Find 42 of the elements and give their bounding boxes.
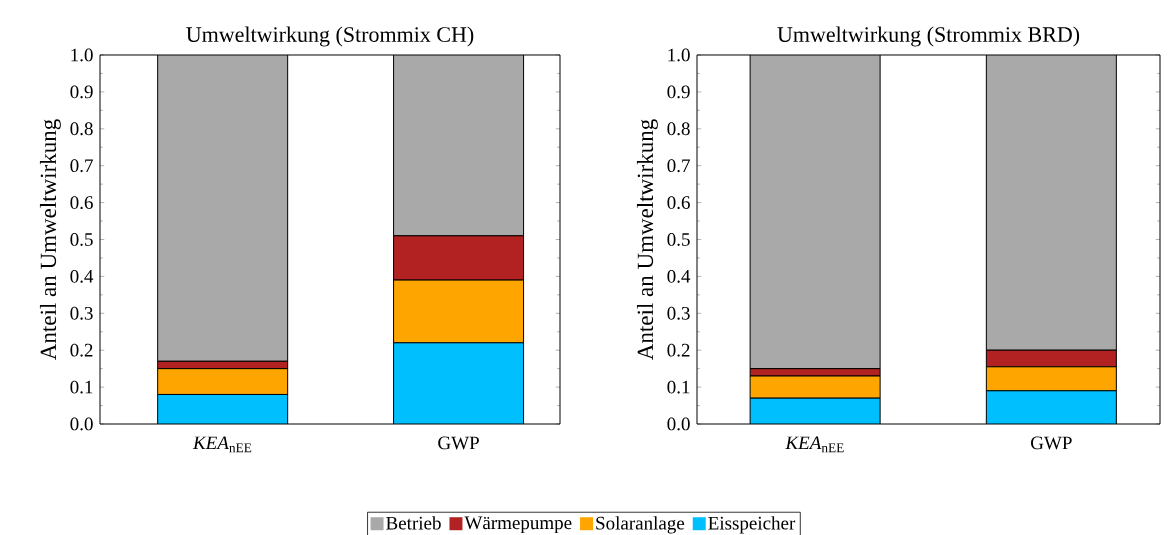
bar bbox=[985, 55, 1117, 351]
bar bbox=[157, 55, 289, 362]
y-tick-label: 0.0 bbox=[70, 417, 93, 431]
legend-label: Wärmepumpe bbox=[464, 516, 572, 534]
bar bbox=[749, 397, 881, 424]
legend-label: Eisspeicher bbox=[708, 516, 796, 534]
y-tick-label: 0.8 bbox=[70, 122, 93, 136]
y-tick-label: 0.9 bbox=[70, 85, 93, 99]
bar bbox=[749, 55, 881, 370]
y-tick-label: 0.9 bbox=[667, 85, 690, 99]
y-tick-label: 0.5 bbox=[70, 233, 93, 246]
bar bbox=[985, 390, 1117, 424]
y-tick-label: 0.3 bbox=[667, 306, 690, 320]
bar bbox=[157, 393, 289, 424]
y-tick-label: 0.3 bbox=[70, 306, 93, 320]
bar bbox=[393, 342, 525, 424]
y-tick-label: 0.1 bbox=[667, 380, 690, 394]
y-tick-label: 0.2 bbox=[667, 343, 690, 357]
y-tick-label: 0.6 bbox=[70, 196, 93, 210]
bar bbox=[393, 55, 525, 237]
y-tick-label: 0.6 bbox=[667, 196, 690, 210]
x-tick-label: KEA$_{nEE}$ bbox=[785, 436, 844, 453]
y-tick-label: 0.0 bbox=[667, 417, 690, 431]
x-tick-label: GWP bbox=[438, 436, 479, 450]
y-tick-label: 0.8 bbox=[667, 122, 690, 136]
legend-label: Solaranlage bbox=[596, 516, 685, 534]
y-tick-label: 0.5 bbox=[667, 233, 690, 246]
y-tick-label: 0.2 bbox=[70, 343, 93, 357]
y-tick-label: 1.0 bbox=[71, 48, 93, 62]
chart-title: Umweltwirkung (Strommix CH) bbox=[186, 26, 474, 47]
x-tick-label: KEA$_{nEE}$ bbox=[192, 436, 252, 453]
legend-label: Betrieb bbox=[386, 516, 441, 530]
y-tick-label: 0.4 bbox=[70, 269, 94, 283]
chart-title: Umweltwirkung (Strommix BRD) bbox=[777, 26, 1080, 47]
y-tick-label: 0.4 bbox=[667, 269, 691, 283]
y-axis-title: Anteil an Umweltwirkung bbox=[39, 119, 61, 361]
y-tick-label: 1.0 bbox=[668, 48, 690, 62]
y-tick-label: 0.7 bbox=[667, 159, 690, 173]
y-tick-label: 0.7 bbox=[70, 159, 93, 173]
x-tick-label: GWP bbox=[1031, 436, 1072, 450]
y-tick-label: 0.1 bbox=[70, 380, 93, 394]
y-axis-title: Anteil an Umweltwirkung bbox=[636, 119, 658, 361]
